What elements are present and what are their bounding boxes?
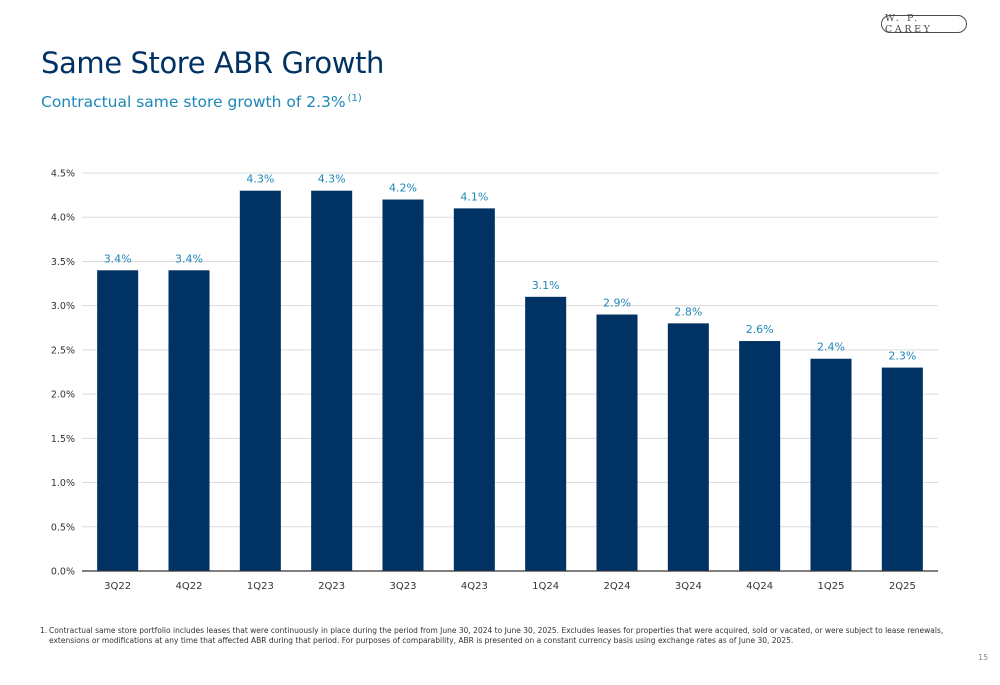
bar xyxy=(596,314,638,571)
gridlines xyxy=(82,172,938,528)
x-tick-label: 1Q23 xyxy=(247,581,274,592)
data-labels: 3.4% 3.4% 4.3% 4.3% 4.2% 4.1% 3.1% 2.9% 2.8% 2.6%… xyxy=(104,173,917,363)
x-axis-tick-labels: 3Q22 4Q22 1Q23 2Q23 3Q23 4Q23 1Q24 2Q24 3Q24 4Q24… xyxy=(104,581,916,592)
data-label: 4.1% xyxy=(460,190,488,203)
x-tick-label: 1Q24 xyxy=(532,581,559,592)
bar xyxy=(810,358,852,571)
x-tick-label: 2Q25 xyxy=(889,581,916,592)
x-tick-label: 3Q23 xyxy=(390,581,417,592)
x-tick-label: 4Q23 xyxy=(461,581,488,592)
abr-growth-bar-chart: 0.0% 0.5% 1.0% 1.5% 2.0% 2.5% 3.0% 3.5% 4.0% 4.5%… xyxy=(51,169,938,592)
data-label: 2.3% xyxy=(888,350,916,363)
footnote-text: Contractual same store portfolio include… xyxy=(49,626,944,645)
y-axis-tick-labels: 0.0% 0.5% 1.0% 1.5% 2.0% 2.5% 3.0% 3.5% 4.0% 4.5% xyxy=(51,169,75,578)
data-label: 2.8% xyxy=(674,305,702,318)
x-tick-label: 3Q24 xyxy=(675,581,702,592)
page-number: 15 xyxy=(978,653,989,662)
data-label: 3.4% xyxy=(104,252,132,265)
bar xyxy=(525,296,567,571)
data-label: 2.4% xyxy=(817,341,845,354)
bar xyxy=(382,199,424,572)
y-tick-label: 1.0% xyxy=(51,478,75,489)
data-label: 2.6% xyxy=(746,323,774,336)
x-tick-label: 4Q24 xyxy=(746,581,773,592)
data-label: 4.3% xyxy=(246,173,274,186)
y-tick-label: 3.0% xyxy=(51,301,75,312)
page-subtitle: Contractual same store growth of 2.3% (1) xyxy=(41,93,362,111)
subtitle-text: Contractual same store growth of 2.3% xyxy=(41,93,346,111)
bar xyxy=(881,367,923,571)
bars xyxy=(97,190,923,572)
y-tick-label: 2.5% xyxy=(51,345,75,356)
y-tick-label: 3.5% xyxy=(51,257,75,268)
y-tick-label: 0.0% xyxy=(51,567,75,578)
data-label: 3.4% xyxy=(175,252,203,265)
x-tick-label: 3Q22 xyxy=(104,581,131,592)
bar xyxy=(168,270,210,571)
footnote-number: 1. xyxy=(40,626,48,635)
bar xyxy=(739,341,781,571)
y-tick-label: 1.5% xyxy=(51,434,75,445)
y-tick-label: 2.0% xyxy=(51,390,75,401)
bar xyxy=(667,323,709,571)
y-tick-label: 4.5% xyxy=(51,169,75,180)
data-label: 4.3% xyxy=(318,173,346,186)
page-title: Same Store ABR Growth xyxy=(41,46,385,80)
x-tick-label: 1Q25 xyxy=(818,581,845,592)
bar xyxy=(239,190,281,571)
data-label: 2.9% xyxy=(603,297,631,310)
y-tick-label: 0.5% xyxy=(51,522,75,533)
x-tick-label: 4Q22 xyxy=(176,581,203,592)
logo-text: W. P. CAREY xyxy=(885,13,933,35)
y-tick-label: 4.0% xyxy=(51,213,75,224)
bar xyxy=(97,270,139,571)
bar xyxy=(311,190,353,571)
footnote: 1. Contractual same store portfolio incl… xyxy=(40,626,968,646)
data-label: 4.2% xyxy=(389,182,417,195)
bar xyxy=(453,208,495,571)
wp-carey-logo: W. P. CAREY xyxy=(881,13,967,35)
footnote-reference: (1) xyxy=(347,93,362,104)
data-label: 3.1% xyxy=(532,279,560,292)
x-tick-label: 2Q24 xyxy=(604,581,631,592)
x-tick-label: 2Q23 xyxy=(318,581,345,592)
